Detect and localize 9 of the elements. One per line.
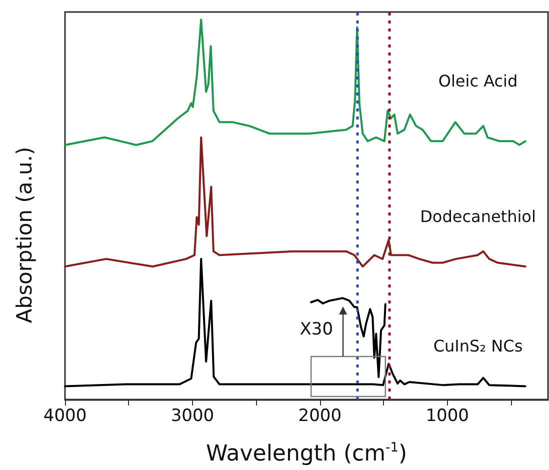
- x-tick-label: 1000: [426, 406, 469, 426]
- y-axis-title: Absorption (a.u.): [12, 146, 36, 324]
- x-tick-label: 4000: [43, 406, 87, 426]
- x-tick-label: 2000: [298, 406, 342, 426]
- x-tick-label: 3000: [170, 406, 214, 426]
- series-label: CuInS₂ NCs: [433, 336, 523, 356]
- annotation: X30: [300, 320, 334, 340]
- text: Oleic Acid: [438, 72, 518, 91]
- series-label: Dodecanethiol: [420, 207, 536, 226]
